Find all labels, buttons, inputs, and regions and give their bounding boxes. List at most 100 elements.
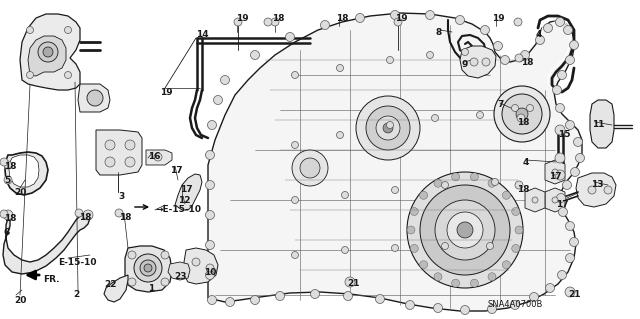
Circle shape	[356, 96, 420, 160]
Polygon shape	[208, 13, 582, 311]
Text: 18: 18	[4, 214, 17, 223]
Circle shape	[105, 140, 115, 150]
Circle shape	[566, 254, 575, 263]
Circle shape	[125, 157, 135, 167]
Circle shape	[207, 295, 216, 305]
Text: E-15-10: E-15-10	[58, 258, 97, 267]
Text: 19: 19	[395, 14, 408, 23]
Circle shape	[461, 306, 470, 315]
Circle shape	[566, 221, 575, 231]
Circle shape	[435, 200, 495, 260]
Text: 10: 10	[204, 268, 216, 277]
Circle shape	[512, 244, 520, 252]
Circle shape	[575, 153, 584, 162]
Circle shape	[527, 105, 534, 112]
Text: →E-15-10: →E-15-10	[155, 205, 201, 214]
Circle shape	[442, 242, 449, 249]
Text: 18: 18	[517, 185, 529, 194]
Circle shape	[588, 186, 596, 194]
Polygon shape	[20, 14, 80, 90]
Circle shape	[205, 151, 214, 160]
Circle shape	[552, 85, 561, 94]
Circle shape	[447, 212, 483, 248]
Circle shape	[431, 115, 438, 122]
Circle shape	[205, 181, 214, 189]
Circle shape	[144, 264, 152, 272]
Circle shape	[486, 242, 493, 249]
Circle shape	[477, 112, 483, 118]
Text: 5: 5	[4, 176, 10, 185]
Circle shape	[426, 11, 435, 19]
Circle shape	[337, 64, 344, 71]
Text: 6: 6	[4, 228, 10, 237]
Circle shape	[493, 41, 502, 50]
Circle shape	[434, 179, 442, 187]
Circle shape	[387, 56, 394, 63]
Circle shape	[225, 298, 234, 307]
Text: 15: 15	[558, 130, 570, 139]
Polygon shape	[96, 130, 142, 175]
Text: 19: 19	[492, 14, 504, 23]
Circle shape	[555, 125, 565, 135]
Circle shape	[511, 105, 518, 112]
Text: 19: 19	[236, 14, 248, 23]
Polygon shape	[28, 36, 66, 76]
Circle shape	[532, 197, 538, 203]
Circle shape	[26, 71, 33, 78]
Circle shape	[552, 197, 558, 203]
Circle shape	[556, 18, 564, 26]
Text: 4: 4	[523, 158, 529, 167]
Text: SNA4A0700B: SNA4A0700B	[488, 300, 543, 309]
Text: 17: 17	[556, 200, 568, 209]
Circle shape	[529, 293, 538, 301]
Circle shape	[264, 18, 272, 26]
Text: 20: 20	[14, 188, 26, 197]
Circle shape	[205, 241, 214, 249]
Circle shape	[420, 261, 428, 269]
Circle shape	[481, 26, 490, 34]
Text: 18: 18	[517, 118, 529, 127]
Circle shape	[285, 33, 294, 41]
Circle shape	[291, 142, 298, 149]
Circle shape	[134, 254, 162, 282]
Text: 2: 2	[73, 290, 79, 299]
Circle shape	[344, 292, 353, 300]
Circle shape	[87, 90, 103, 106]
Circle shape	[291, 197, 298, 204]
Circle shape	[457, 222, 473, 238]
Circle shape	[65, 26, 72, 33]
Circle shape	[161, 278, 169, 286]
Circle shape	[426, 51, 433, 58]
Circle shape	[515, 54, 523, 62]
Circle shape	[557, 70, 566, 79]
Circle shape	[570, 41, 579, 49]
Polygon shape	[576, 173, 616, 207]
Text: 19: 19	[160, 88, 173, 97]
Circle shape	[291, 251, 298, 258]
Circle shape	[456, 16, 465, 25]
Circle shape	[570, 167, 579, 176]
Circle shape	[559, 207, 568, 217]
Polygon shape	[175, 174, 202, 210]
Circle shape	[500, 56, 509, 64]
Circle shape	[355, 13, 365, 23]
Circle shape	[512, 208, 520, 216]
Circle shape	[342, 247, 349, 254]
Circle shape	[376, 294, 385, 303]
Polygon shape	[146, 150, 172, 165]
Circle shape	[321, 20, 330, 29]
Circle shape	[205, 211, 214, 219]
Circle shape	[392, 244, 399, 251]
Circle shape	[161, 251, 169, 259]
Circle shape	[516, 108, 528, 120]
Polygon shape	[78, 84, 110, 112]
Circle shape	[337, 131, 344, 138]
Circle shape	[342, 191, 349, 198]
Circle shape	[552, 169, 558, 175]
Circle shape	[407, 226, 415, 234]
Circle shape	[26, 26, 33, 33]
Circle shape	[470, 58, 478, 66]
Circle shape	[515, 226, 523, 234]
Circle shape	[383, 123, 393, 133]
Circle shape	[452, 173, 460, 181]
